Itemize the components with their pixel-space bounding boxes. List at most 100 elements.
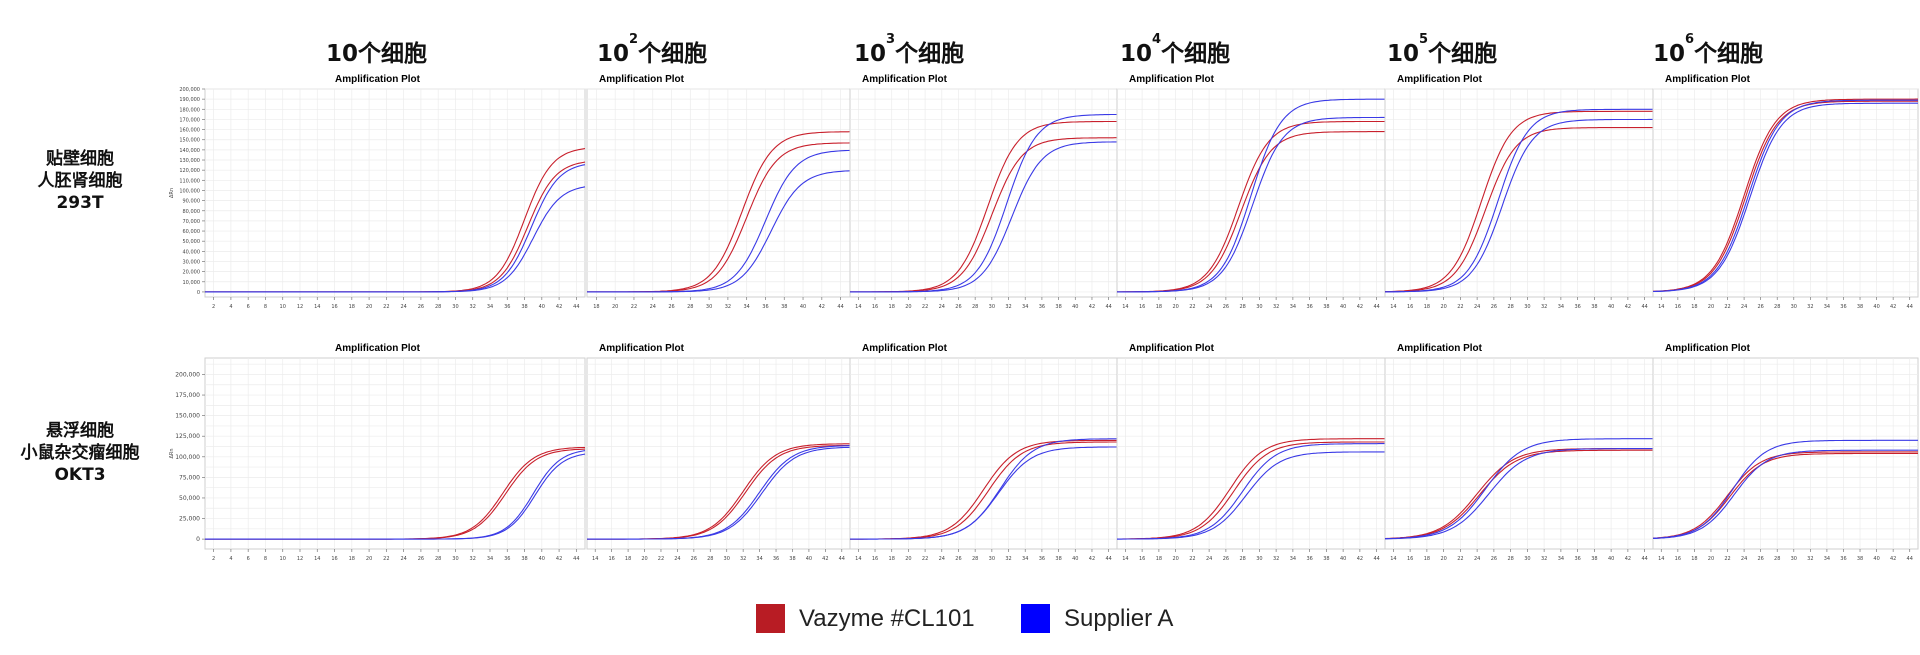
plot-title: Amplification Plot	[335, 74, 421, 85]
amplification-curve	[205, 453, 586, 540]
y-tick-label: 175,000	[175, 392, 200, 399]
amplification-curve	[1652, 439, 1918, 539]
y-tick-label: 200,000	[179, 87, 200, 93]
x-tick-label: 40	[1340, 556, 1346, 562]
y-tick-label: 125,000	[175, 433, 200, 440]
plot-area	[849, 88, 1118, 298]
x-tick-label: 38	[1591, 556, 1597, 562]
column-header: 106个细胞	[1653, 32, 1763, 68]
plot-title: Amplification Plot	[862, 74, 948, 85]
column-header-base: 10	[854, 41, 887, 67]
x-tick-label: 30	[452, 304, 458, 310]
y-tick-label: 80,000	[183, 209, 201, 215]
x-tick-label: 42	[556, 304, 562, 310]
x-tick-label: 34	[1290, 304, 1296, 310]
x-tick-label: 14	[592, 556, 598, 562]
x-tick-label: 30	[1524, 556, 1530, 562]
x-tick-label: 4	[229, 304, 232, 310]
x-tick-label: 32	[1807, 556, 1813, 562]
x-tick-label: 38	[789, 556, 795, 562]
x-tick-label: 28	[435, 556, 441, 562]
y-tick-label: 30,000	[183, 259, 201, 265]
legend-label-vazyme: Vazyme #CL101	[799, 604, 975, 632]
x-tick-label: 30	[1524, 304, 1530, 310]
x-tick-label: 32	[1541, 556, 1547, 562]
column-header-exponent: 4	[1152, 32, 1162, 47]
plot-area	[1384, 88, 1654, 298]
x-tick-label: 22	[1724, 304, 1730, 310]
x-tick-label: 16	[1407, 556, 1413, 562]
legend-item-vazyme: Vazyme #CL101	[756, 604, 975, 633]
x-tick-label: 26	[955, 304, 961, 310]
x-tick-label: 30	[989, 556, 995, 562]
x-tick-label: 24	[1741, 556, 1747, 562]
x-tick-label: 30	[1256, 556, 1262, 562]
column-header-exponent: 6	[1685, 32, 1695, 47]
row-label-line: 293T	[56, 193, 104, 213]
x-tick-label: 22	[1189, 556, 1195, 562]
x-tick-label: 30	[989, 304, 995, 310]
y-tick-label: 200,000	[175, 371, 200, 378]
column-header: 103个细胞	[854, 32, 964, 68]
x-tick-label: 42	[1357, 556, 1363, 562]
row-label-line: 人胚肾细胞	[37, 171, 123, 191]
y-axis-label: ΔRn	[169, 188, 175, 198]
y-tick-label: 60,000	[183, 229, 201, 235]
x-tick-label: 22	[922, 304, 928, 310]
plot-area	[849, 357, 1118, 550]
x-tick-label: 36	[504, 304, 510, 310]
x-tick-label: 32	[470, 556, 476, 562]
x-tick-label: 38	[1323, 304, 1329, 310]
plot-title: Amplification Plot	[1129, 343, 1215, 354]
x-tick-label: 44	[1907, 304, 1913, 310]
y-tick-label: 75,000	[179, 474, 200, 481]
x-tick-label: 26	[955, 556, 961, 562]
x-tick-label: 14	[314, 556, 320, 562]
x-tick-label: 44	[837, 304, 843, 310]
x-tick-label: 30	[706, 304, 712, 310]
y-tick-label: 190,000	[179, 97, 200, 103]
x-tick-label: 30	[724, 556, 730, 562]
y-tick-label: 130,000	[179, 158, 200, 164]
plot-title: Amplification Plot	[1665, 343, 1751, 354]
x-tick-label: 14	[1122, 304, 1128, 310]
y-tick-label: 70,000	[183, 219, 201, 225]
column-header-base: 10	[326, 41, 359, 67]
amplification-curve	[1117, 451, 1385, 540]
y-tick-label: 110,000	[179, 178, 200, 184]
y-tick-label: 140,000	[179, 148, 200, 154]
x-tick-label: 24	[939, 304, 945, 310]
x-tick-label: 38	[781, 304, 787, 310]
x-tick-label: 44	[1105, 556, 1111, 562]
x-tick-label: 32	[1807, 304, 1813, 310]
x-tick-label: 12	[297, 304, 303, 310]
amplification-curve	[1384, 438, 1653, 540]
x-tick-label: 26	[418, 556, 424, 562]
x-tick-label: 22	[631, 304, 637, 310]
plot-area	[1116, 357, 1386, 550]
x-tick-label: 32	[470, 304, 476, 310]
x-tick-label: 44	[573, 556, 579, 562]
plot-title: Amplification Plot	[1397, 74, 1483, 85]
x-tick-label: 6	[247, 556, 250, 562]
x-tick-label: 28	[435, 304, 441, 310]
x-tick-label: 20	[1708, 304, 1714, 310]
x-tick-label: 34	[487, 556, 493, 562]
x-tick-label: 36	[1306, 304, 1312, 310]
x-tick-label: 26	[1757, 556, 1763, 562]
x-tick-label: 24	[400, 556, 406, 562]
x-tick-label: 2	[212, 304, 215, 310]
x-tick-label: 42	[556, 556, 562, 562]
x-tick-label: 44	[573, 304, 579, 310]
x-tick-label: 24	[1206, 304, 1212, 310]
x-tick-label: 30	[452, 556, 458, 562]
legend-label-supplier: Supplier A	[1064, 604, 1174, 632]
x-tick-label: 44	[1641, 304, 1647, 310]
plot-title: Amplification Plot	[862, 343, 948, 354]
row-label-line: 贴壁细胞	[46, 149, 114, 169]
x-tick-label: 24	[674, 556, 680, 562]
x-tick-label: 42	[822, 556, 828, 562]
row-label-line: OKT3	[54, 465, 106, 485]
x-tick-label: 24	[1206, 556, 1212, 562]
x-tick-label: 44	[1907, 556, 1913, 562]
